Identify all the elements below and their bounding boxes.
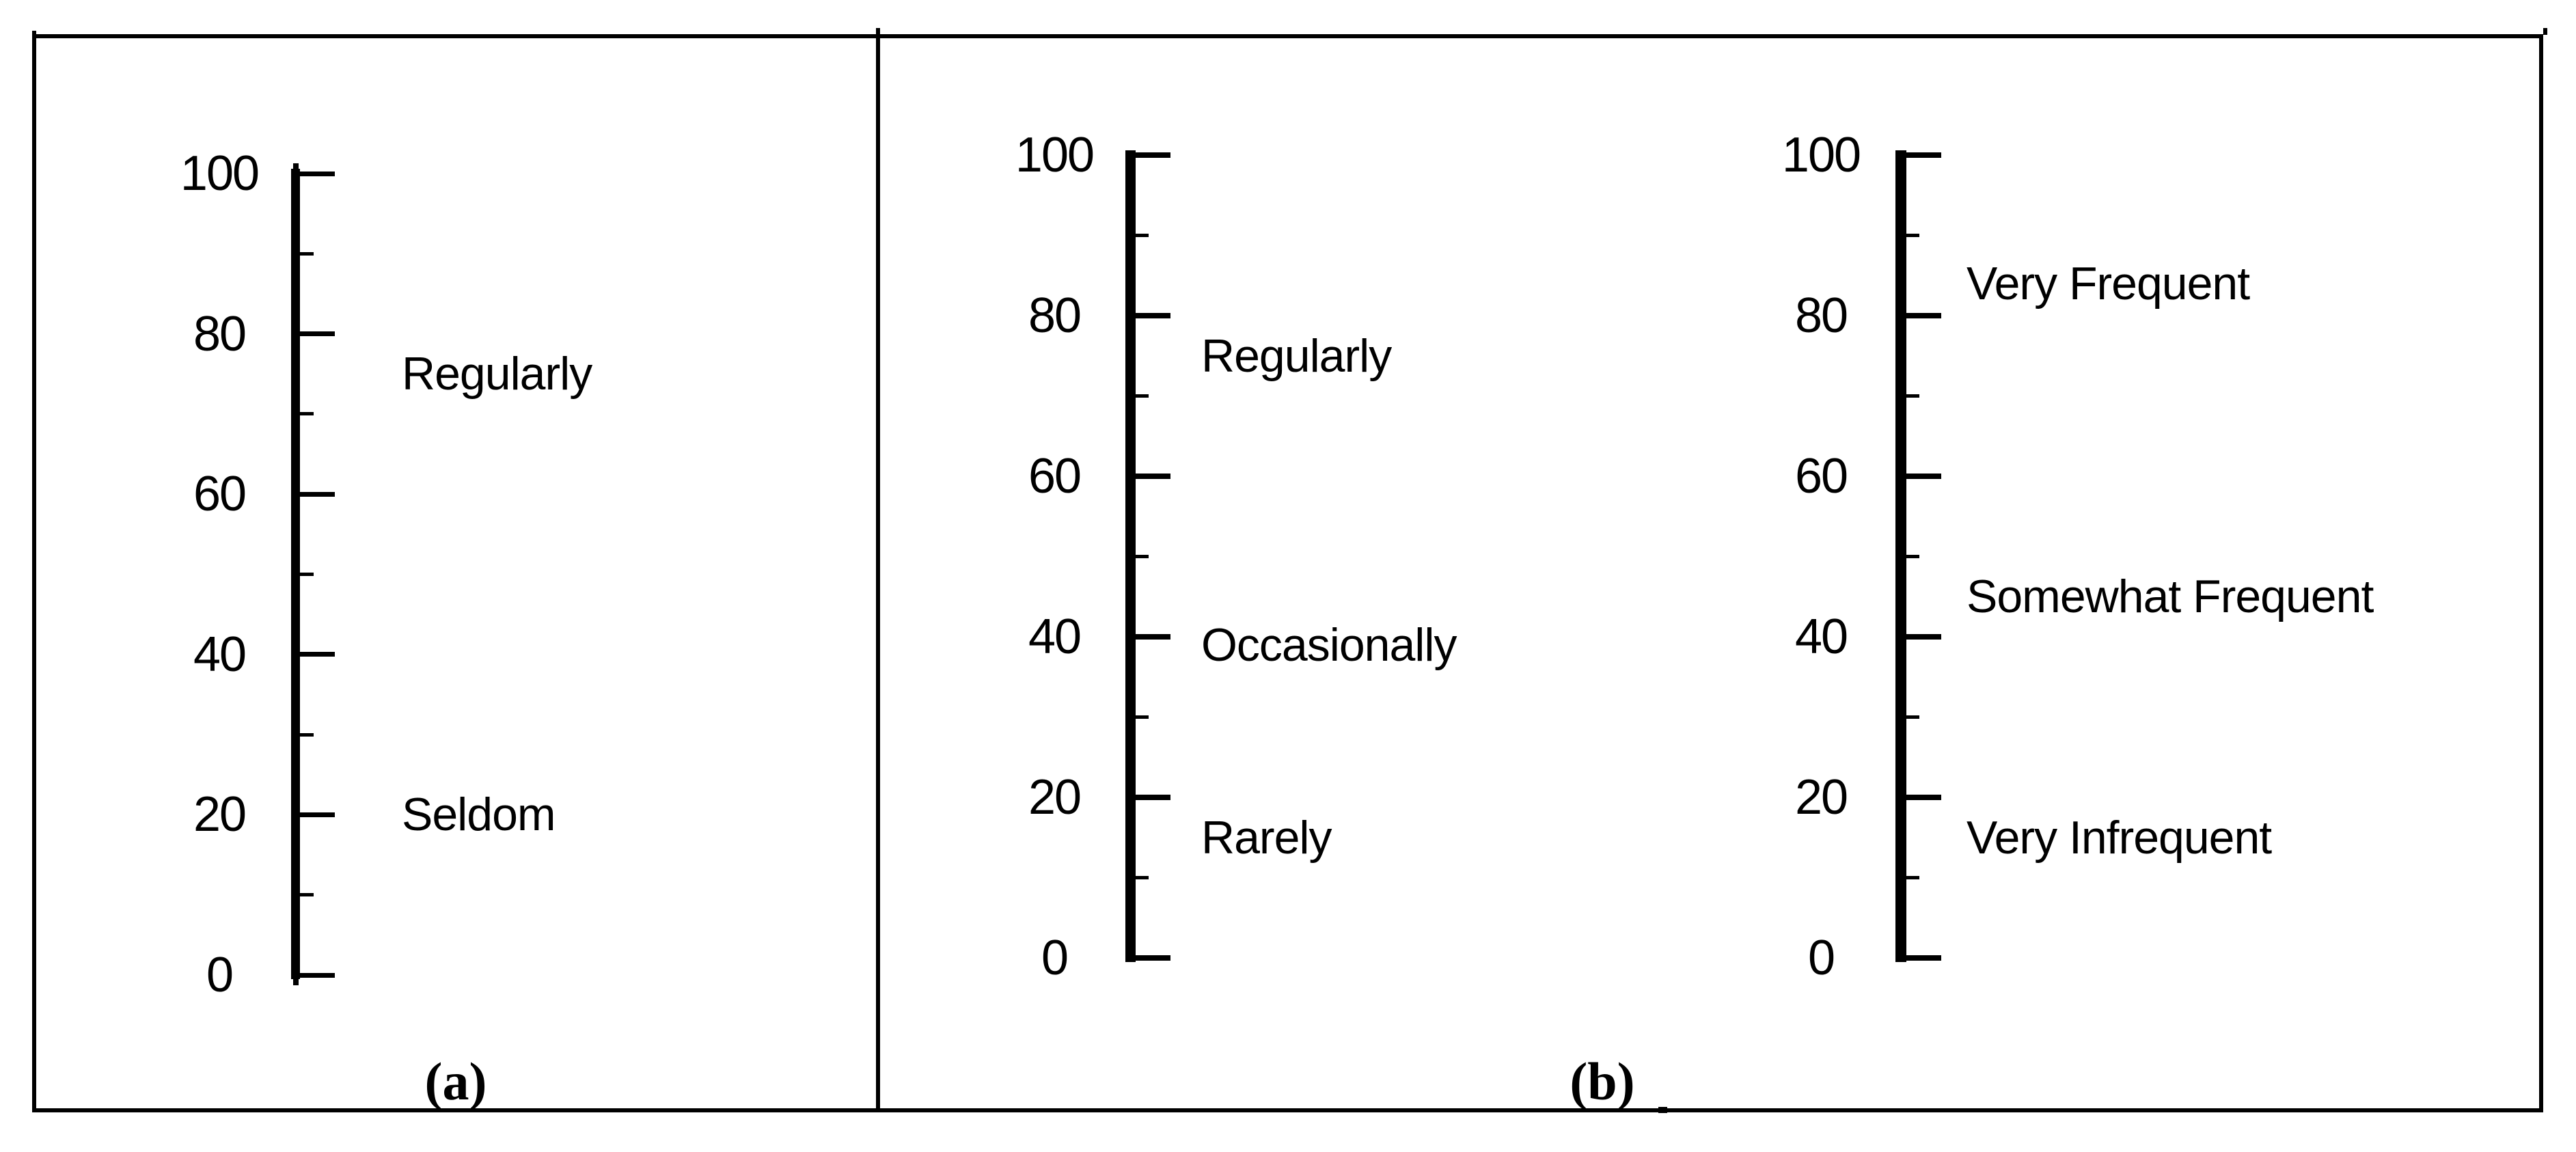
axis-tick-major: [299, 331, 335, 337]
axis-tick-label: 60: [193, 467, 247, 522]
divider-top-stub: [876, 28, 880, 35]
axis-tick-major: [1134, 795, 1170, 800]
axis-tick-label: 20: [193, 787, 247, 842]
axis-tick-minor: [1134, 715, 1149, 719]
axis-tick-label: 20: [1028, 770, 1082, 825]
ink-speck: [1658, 1107, 1667, 1113]
axis-spine-b2: [1895, 150, 1906, 962]
axis-tick-label: 80: [1794, 288, 1848, 343]
axis-tick-minor: [299, 893, 314, 897]
border-corner-stub-left: [32, 31, 36, 35]
axis-tick-label: 0: [1807, 931, 1835, 985]
axis-tick-minor: [1905, 234, 1919, 237]
scale-annotation: Somewhat Frequent: [1967, 571, 2374, 623]
axis-tick-major: [299, 812, 335, 817]
axis-tick-major: [299, 972, 335, 978]
axis-tick-label: 0: [1041, 931, 1069, 985]
axis-tick-minor: [299, 412, 314, 416]
axis-tick-label: 40: [193, 627, 247, 682]
axis-tick-major: [1134, 313, 1170, 318]
axis-tick-minor: [299, 573, 314, 576]
axis-tick-label: 40: [1794, 609, 1848, 664]
axis-tick-minor: [1905, 555, 1919, 558]
axis-tick-minor: [1134, 555, 1149, 558]
scale-annotation: Very Infrequent: [1967, 811, 2272, 864]
axis-tick-major: [1905, 313, 1941, 318]
axis-tick-label: 100: [180, 146, 260, 201]
axis-tick-minor: [299, 732, 314, 737]
axis-tick-minor: [1134, 234, 1149, 237]
panel-divider: [876, 34, 880, 1112]
scale-annotation: Regularly: [402, 348, 592, 400]
axis-tick-major: [299, 652, 335, 657]
axis-tick-major: [1905, 152, 1941, 158]
axis-tick-major: [1134, 634, 1170, 640]
panel-b-caption: (b): [1570, 1052, 1635, 1111]
axis-tick-minor: [1905, 394, 1919, 398]
axis-spine-a: [291, 169, 300, 979]
axis-tick-major: [299, 491, 335, 497]
axis-tick-label: 100: [1015, 128, 1095, 182]
scale-annotation: Seldom: [402, 788, 556, 841]
scale-annotation: Regularly: [1201, 329, 1392, 382]
axis-tick-minor: [1905, 715, 1919, 719]
scale-annotation: Occasionally: [1201, 618, 1457, 671]
figure-border: [32, 34, 2543, 1112]
axis-tick-label: 20: [1794, 770, 1848, 825]
axis-tick-major: [1134, 955, 1170, 961]
axis-tick-label: 40: [1028, 609, 1082, 664]
scale-annotation: Rarely: [1201, 811, 1332, 864]
panel-a-caption: (a): [424, 1052, 487, 1111]
axis-tick-label: 80: [193, 306, 247, 361]
axis-tick-label: 80: [1028, 288, 1082, 343]
axis-tick-minor: [1134, 876, 1149, 879]
axis-tick-minor: [1905, 876, 1919, 879]
axis-spine-b1: [1125, 150, 1136, 962]
axis-spine-cap-top: [293, 163, 299, 169]
axis-tick-label: 60: [1028, 449, 1082, 504]
axis-tick-major: [1905, 474, 1941, 479]
axis-tick-major: [1905, 795, 1941, 800]
axis-tick-major: [1905, 634, 1941, 640]
axis-tick-label: 60: [1794, 449, 1848, 504]
axis-spine-cap-bottom: [293, 978, 299, 985]
axis-tick-major: [299, 171, 335, 176]
scale-annotation: Very Frequent: [1967, 258, 2250, 310]
axis-tick-minor: [1134, 394, 1149, 398]
axis-tick-label: 100: [1781, 128, 1861, 182]
axis-tick-major: [1134, 474, 1170, 479]
axis-tick-major: [1905, 955, 1941, 961]
axis-tick-minor: [299, 251, 314, 256]
axis-tick-label: 0: [206, 948, 234, 1002]
border-corner-stub-right: [2543, 28, 2547, 35]
axis-tick-major: [1134, 152, 1170, 158]
